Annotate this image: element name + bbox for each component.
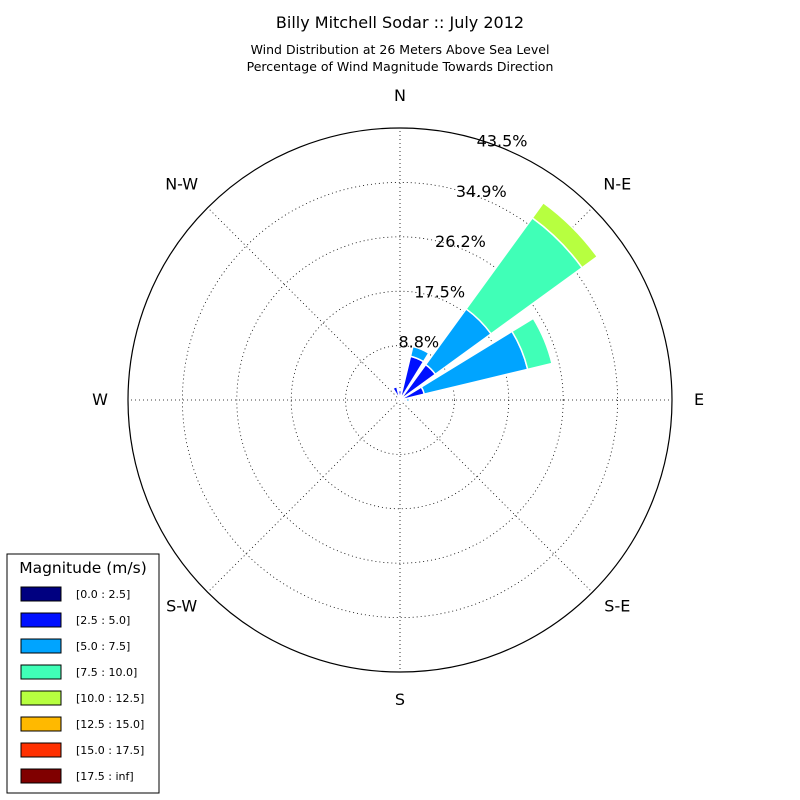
direction-label: N-W [165, 175, 198, 194]
ring-label: 34.9% [456, 182, 507, 201]
grid-ring [236, 236, 564, 564]
legend-label: [2.5 : 5.0] [76, 614, 130, 627]
wind-bar-segment [391, 384, 398, 390]
legend-swatch [20, 612, 62, 628]
legend-swatch [20, 664, 62, 680]
legend-label: [5.0 : 7.5] [76, 640, 130, 653]
ring-label: 43.5% [477, 132, 528, 151]
direction-label: N [394, 86, 406, 105]
grid-ring [290, 290, 510, 510]
wind-bar-segment [531, 201, 599, 269]
direction-label: W [92, 390, 108, 409]
grid-ring [345, 345, 455, 455]
legend-swatch [20, 638, 62, 654]
direction-label: E [694, 390, 704, 409]
legend-swatch [20, 716, 62, 732]
legend-label: [15.0 : 17.5] [76, 744, 144, 757]
grid-spoke [207, 207, 401, 401]
axis-labels: 8.8% 17.5% 26.2% 34.9% 43.5% N N-E E S-E S S-W W N-W [92, 86, 704, 709]
legend-title: Magnitude (m/s) [19, 559, 147, 577]
legend-label: [7.5 : 10.0] [76, 666, 137, 679]
polar-grid [127, 127, 673, 673]
grid-spoke [399, 399, 593, 593]
ring-label: 17.5% [414, 282, 465, 301]
ring-label: 26.2% [435, 232, 486, 251]
direction-label: S-E [604, 596, 630, 615]
wind-bars [391, 201, 599, 403]
wind-bar-segment [510, 317, 553, 371]
ring-label: 8.8% [398, 333, 439, 352]
grid-ring [181, 181, 619, 619]
wind-bar-segment [405, 397, 411, 403]
outer-ring [127, 127, 673, 673]
legend-label: [0.0 : 2.5] [76, 588, 130, 601]
legend-swatch [20, 586, 62, 602]
direction-label: S [395, 690, 405, 709]
direction-label: S-W [166, 596, 197, 615]
chart-title: Billy Mitchell Sodar :: July 2012 [276, 13, 524, 32]
legend-swatch [20, 768, 62, 784]
legend-swatch [20, 690, 62, 706]
legend-label: [12.5 : 15.0] [76, 718, 144, 731]
direction-label: N-E [603, 175, 631, 194]
legend-swatch [20, 742, 62, 758]
wind-bar-segment [401, 399, 405, 403]
legend: Magnitude (m/s) [0.0 : 2.5] [2.5 : 5.0] [5… [6, 553, 160, 794]
wind-bar-segment [409, 345, 430, 363]
chart-subtitle-line-2: Percentage of Wind Magnitude Towards Dir… [247, 59, 554, 74]
legend-label: [17.5 : inf] [76, 770, 134, 783]
grid-spoke [207, 399, 401, 593]
legend-label: [10.0 : 12.5] [76, 692, 144, 705]
chart-subtitle-line-1: Wind Distribution at 26 Meters Above Sea… [251, 42, 550, 57]
